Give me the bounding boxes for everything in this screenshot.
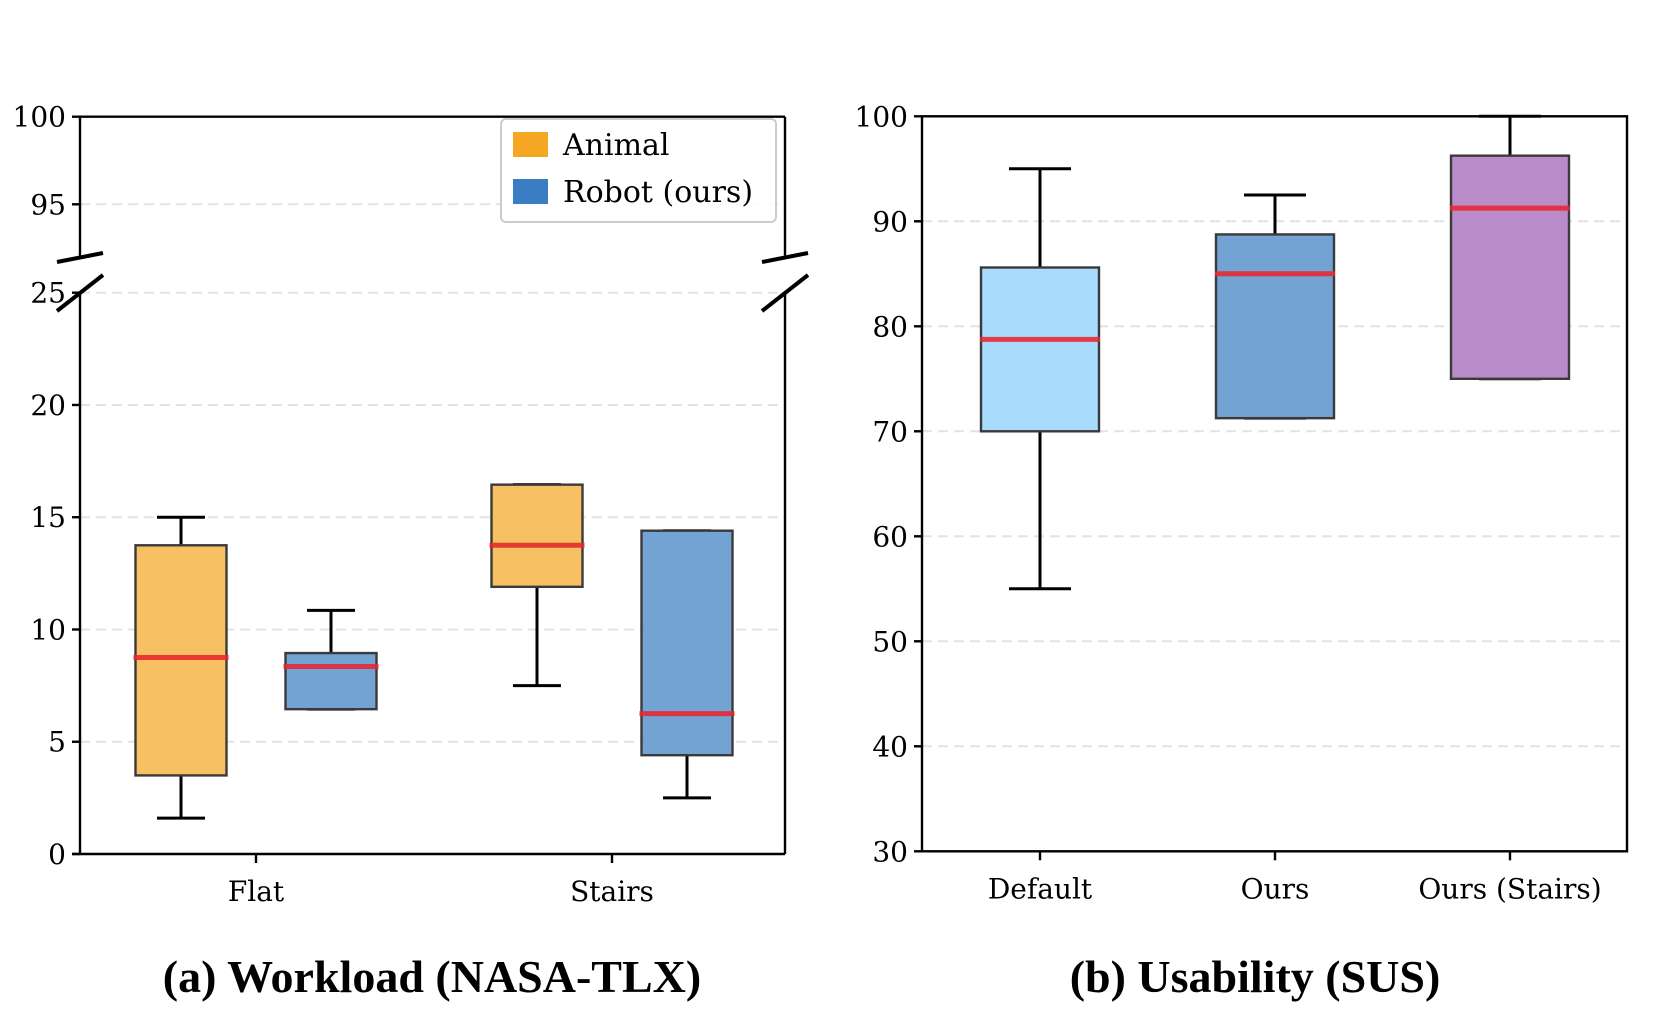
y-tick-label: 95 <box>30 188 66 221</box>
legend: Animal Robot (ours) <box>500 118 777 223</box>
box-animal-stairs <box>489 483 585 688</box>
y-tick-label: 90 <box>872 205 908 238</box>
iqr-box <box>284 651 378 711</box>
axis-break-mark <box>761 251 809 264</box>
box-animal-flat <box>133 515 229 820</box>
box-robot-ours-flat <box>283 608 379 711</box>
iqr-box <box>490 483 584 589</box>
iqr-box <box>1214 233 1336 420</box>
y-tick-label: 80 <box>872 310 908 343</box>
x-tick-label: Flat <box>228 875 285 908</box>
axis-break-mark <box>760 273 810 313</box>
y-tick-label: 30 <box>872 835 908 868</box>
y-tick-label: 10 <box>30 613 66 646</box>
y-tick-label: 70 <box>872 415 908 448</box>
iqr-box <box>1449 154 1571 381</box>
box-ours-stairs <box>1449 114 1571 381</box>
y-tick-label: 100 <box>13 101 66 134</box>
y-tick-label: 0 <box>48 838 66 871</box>
iqr-box <box>640 529 734 757</box>
y-tick-label: 5 <box>48 726 66 759</box>
legend-label-animal: Animal <box>562 128 670 163</box>
legend-swatch-robot-ours <box>513 179 548 204</box>
y-tick-label: 50 <box>872 625 908 658</box>
y-tick-label: 100 <box>855 100 908 133</box>
y-tick-label: 25 <box>30 277 66 310</box>
workload-subtitle: (a) Workload (NASA-TLX) <box>163 951 701 1002</box>
y-tick-label: 20 <box>30 389 66 422</box>
x-tick-label: Ours (Stairs) <box>1418 872 1601 905</box>
axis-break-mark <box>56 251 104 264</box>
legend-swatch-animal <box>513 132 548 157</box>
iqr-box <box>134 544 228 777</box>
workload-panel: 0 5 10 15 20 25 95 100 Flat Stairs Animal Robot (ou… <box>13 101 810 908</box>
y-tick-label: 15 <box>30 501 66 534</box>
usability-panel: 30 40 50 60 70 80 90 100 Default Ours Ours (Stairs… <box>855 100 1629 905</box>
x-tick-label: Ours <box>1241 872 1310 905</box>
box-robot-ours-stairs <box>639 529 735 800</box>
usability-subtitle: (b) Usability (SUS) <box>1070 951 1441 1002</box>
iqr-box <box>979 266 1101 433</box>
box-ours <box>1214 193 1336 420</box>
axis-break-mark <box>55 273 105 313</box>
y-tick-label: 40 <box>872 730 908 763</box>
y-tick-label: 60 <box>872 520 908 553</box>
box-default <box>979 167 1101 591</box>
x-tick-label: Default <box>988 872 1093 905</box>
legend-frame <box>500 118 777 223</box>
x-tick-label: Stairs <box>570 875 654 908</box>
legend-label-robot-ours: Robot (ours) <box>563 175 753 210</box>
